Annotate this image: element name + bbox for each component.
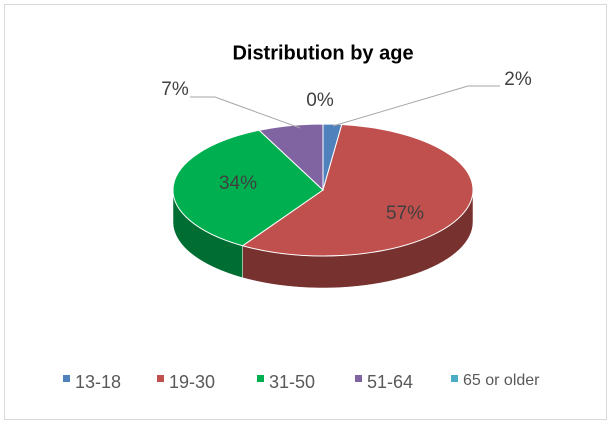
- data-label: 57%: [386, 203, 424, 224]
- legend-label: 19-30: [169, 372, 215, 392]
- leader-line: [332, 85, 500, 127]
- slice: [258, 123, 324, 192]
- legend-label: 31-50: [269, 372, 315, 392]
- data-label: 2%: [504, 69, 532, 90]
- data-label: 0%: [306, 90, 334, 111]
- slice: [241, 123, 474, 257]
- legend-label: 13-18: [75, 372, 121, 392]
- data-label: 34%: [219, 173, 257, 194]
- legend-swatch: [451, 375, 458, 382]
- legend-swatch: [355, 375, 362, 382]
- legend-label: 65 or older: [463, 372, 540, 389]
- chart-title: Distribution by age: [232, 42, 413, 64]
- legend-label: 51-64: [367, 372, 413, 392]
- data-label: 7%: [161, 79, 189, 100]
- leader-line: [190, 96, 301, 129]
- slice: [172, 129, 324, 247]
- legend-swatch: [157, 375, 164, 382]
- legend-swatch: [63, 375, 70, 382]
- legend-swatch: [257, 375, 264, 382]
